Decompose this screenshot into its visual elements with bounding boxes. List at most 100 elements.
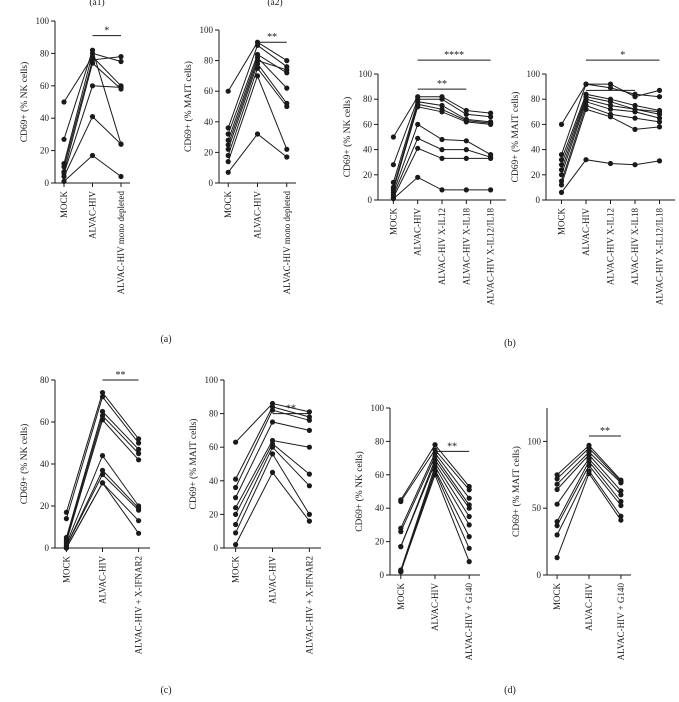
data-point [415, 104, 421, 110]
data-point [233, 505, 239, 511]
data-point [618, 517, 624, 523]
y-tick-label: 80 [204, 56, 214, 66]
significance-label: **** [444, 50, 464, 61]
x-tick-label: ALVAC-HIV X-IL18 [630, 208, 640, 286]
y-tick-label: 0 [537, 570, 542, 580]
data-point [583, 157, 589, 163]
data-point [306, 417, 312, 423]
data-point [306, 471, 312, 477]
data-point [390, 134, 396, 140]
charts-layer: 0 20 40 60 80 100 CD69+ (% NK cells) MOCK ALVAC-… [19, 0, 675, 660]
data-point [99, 408, 106, 415]
data-point [390, 162, 396, 168]
x-tick-label: ALVAC-HIV [98, 556, 108, 605]
data-point [558, 189, 565, 195]
y-tick-label: 100 [36, 16, 50, 26]
y-tick-label: 0 [45, 178, 50, 188]
x-tick-label: ALVAC-HIV X-IL12/IL18 [486, 208, 496, 306]
data-point [225, 88, 231, 94]
data-point [656, 87, 663, 93]
data-point [488, 187, 494, 193]
data-point [89, 114, 96, 120]
x-tick-label: ALVAC-HIV [253, 191, 263, 240]
data-point [558, 178, 565, 184]
data-point [586, 458, 592, 464]
data-point [439, 136, 445, 143]
panel-label-a: (a) [160, 334, 171, 345]
data-point [233, 484, 239, 491]
series-line [65, 481, 140, 549]
y-tick-label: 20 [40, 146, 50, 156]
data-point [488, 110, 494, 116]
x-tick-label: MOCK [396, 583, 406, 611]
data-point [136, 518, 142, 524]
y-tick-label: 40 [209, 476, 219, 486]
data-point [558, 157, 565, 163]
data-point [233, 521, 239, 528]
y-tick-label: 0 [380, 570, 385, 580]
data-point [284, 67, 290, 73]
y-tick-label: 60 [363, 119, 373, 129]
data-point [225, 131, 231, 137]
data-point [61, 173, 67, 180]
series-line [392, 96, 491, 138]
data-point [415, 145, 421, 151]
y-tick-label: 40 [531, 145, 541, 155]
x-tick-label: MOCK [231, 556, 241, 584]
data-point [466, 522, 472, 528]
y-tick-label: 80 [40, 48, 50, 58]
chart-d2: 0 50 100 CD69+ (% MAIT cells) MOCK ALVAC-HIV A… [511, 408, 631, 660]
data-point [63, 545, 69, 551]
y-axis-label: CD69+ (% MAIT cells) [510, 92, 521, 183]
data-point [390, 196, 396, 202]
data-point [99, 471, 106, 478]
data-point [607, 85, 614, 91]
data-point [415, 174, 421, 180]
data-point [607, 160, 614, 167]
data-point [225, 125, 231, 131]
data-point [306, 518, 312, 524]
data-point [233, 530, 239, 536]
data-point [233, 439, 239, 445]
data-point [398, 569, 404, 575]
significance-label: ** [447, 441, 457, 452]
data-point [466, 513, 472, 520]
y-tick-label: 40 [204, 117, 214, 127]
data-point [118, 54, 124, 60]
y-tick-label: 100 [371, 403, 385, 413]
data-point [99, 413, 106, 419]
y-tick-label: 100 [359, 69, 373, 79]
y-tick-label: 20 [363, 170, 373, 180]
y-tick-label: 80 [40, 375, 50, 385]
data-point [415, 135, 421, 141]
data-point [233, 495, 239, 501]
y-tick-label: 40 [40, 459, 50, 469]
data-point [233, 542, 239, 548]
chart-b2: 0 20 40 60 80 100 CD69+ (% MAIT cells) MOCK ALVA… [510, 50, 675, 305]
data-point [632, 109, 638, 115]
data-point [89, 50, 96, 57]
data-point [89, 152, 96, 159]
data-point [607, 106, 614, 112]
x-tick-label: ALVAC-HIV + X-IFNAR2 [134, 556, 144, 654]
data-point [656, 124, 663, 130]
x-tick-label: ALVAC-HIV + G140 [616, 583, 626, 661]
y-tick-label: 40 [375, 503, 385, 513]
data-point [607, 99, 614, 105]
data-point [618, 513, 624, 519]
data-point [558, 172, 565, 178]
data-point [632, 91, 638, 97]
data-point [466, 487, 472, 493]
data-point [306, 444, 312, 450]
data-point [63, 509, 69, 515]
x-tick-label: ALVAC-HIV [581, 208, 591, 257]
data-point [632, 102, 638, 109]
chart-c1: 0 20 40 60 80 CD69+ (% NK cells) MOCK ALVAC-HIV… [19, 370, 150, 654]
data-point [225, 152, 231, 159]
data-point [554, 523, 560, 529]
panel-label-b: (b) [504, 338, 516, 349]
x-tick-label: ALVAC-HIV mono depleted [116, 191, 126, 295]
data-point [583, 81, 589, 87]
x-tick-label: ALVAC-HIV [584, 583, 594, 632]
